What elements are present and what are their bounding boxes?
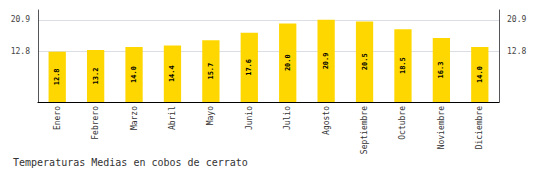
- svg-text:Marzo: Marzo: [130, 106, 139, 130]
- svg-text:16.3: 16.3: [437, 62, 445, 79]
- svg-text:18.5: 18.5: [399, 57, 407, 74]
- svg-text:Diciembre: Diciembre: [475, 106, 484, 150]
- svg-text:Noviembre: Noviembre: [437, 106, 446, 150]
- svg-text:Junio: Junio: [245, 106, 254, 130]
- svg-text:17.6: 17.6: [245, 59, 253, 76]
- svg-text:12.8: 12.8: [11, 47, 30, 56]
- svg-text:Mayo: Mayo: [206, 106, 215, 125]
- svg-text:Julio: Julio: [283, 106, 292, 130]
- svg-text:20.9: 20.9: [507, 15, 526, 24]
- svg-text:14.0: 14.0: [130, 66, 138, 83]
- svg-text:13.2: 13.2: [92, 68, 100, 85]
- svg-text:20.5: 20.5: [361, 53, 369, 70]
- svg-text:14.4: 14.4: [168, 65, 176, 82]
- svg-text:Abril: Abril: [168, 106, 177, 130]
- svg-text:20.9: 20.9: [11, 15, 30, 24]
- svg-text:Septiembre: Septiembre: [360, 106, 369, 154]
- svg-text:Octubre: Octubre: [398, 106, 407, 140]
- svg-text:15.7: 15.7: [207, 63, 215, 80]
- svg-text:Agosto: Agosto: [322, 106, 331, 135]
- svg-text:Febrero: Febrero: [91, 106, 100, 140]
- svg-text:20.0: 20.0: [284, 54, 292, 71]
- svg-text:Temperaturas Medias en cobos d: Temperaturas Medias en cobos de cerrato: [13, 157, 248, 168]
- svg-text:12.8: 12.8: [53, 68, 61, 85]
- svg-text:14.0: 14.0: [476, 66, 484, 83]
- svg-text:12.8: 12.8: [507, 47, 526, 56]
- svg-text:Enero: Enero: [53, 106, 62, 130]
- svg-text:20.9: 20.9: [322, 52, 330, 69]
